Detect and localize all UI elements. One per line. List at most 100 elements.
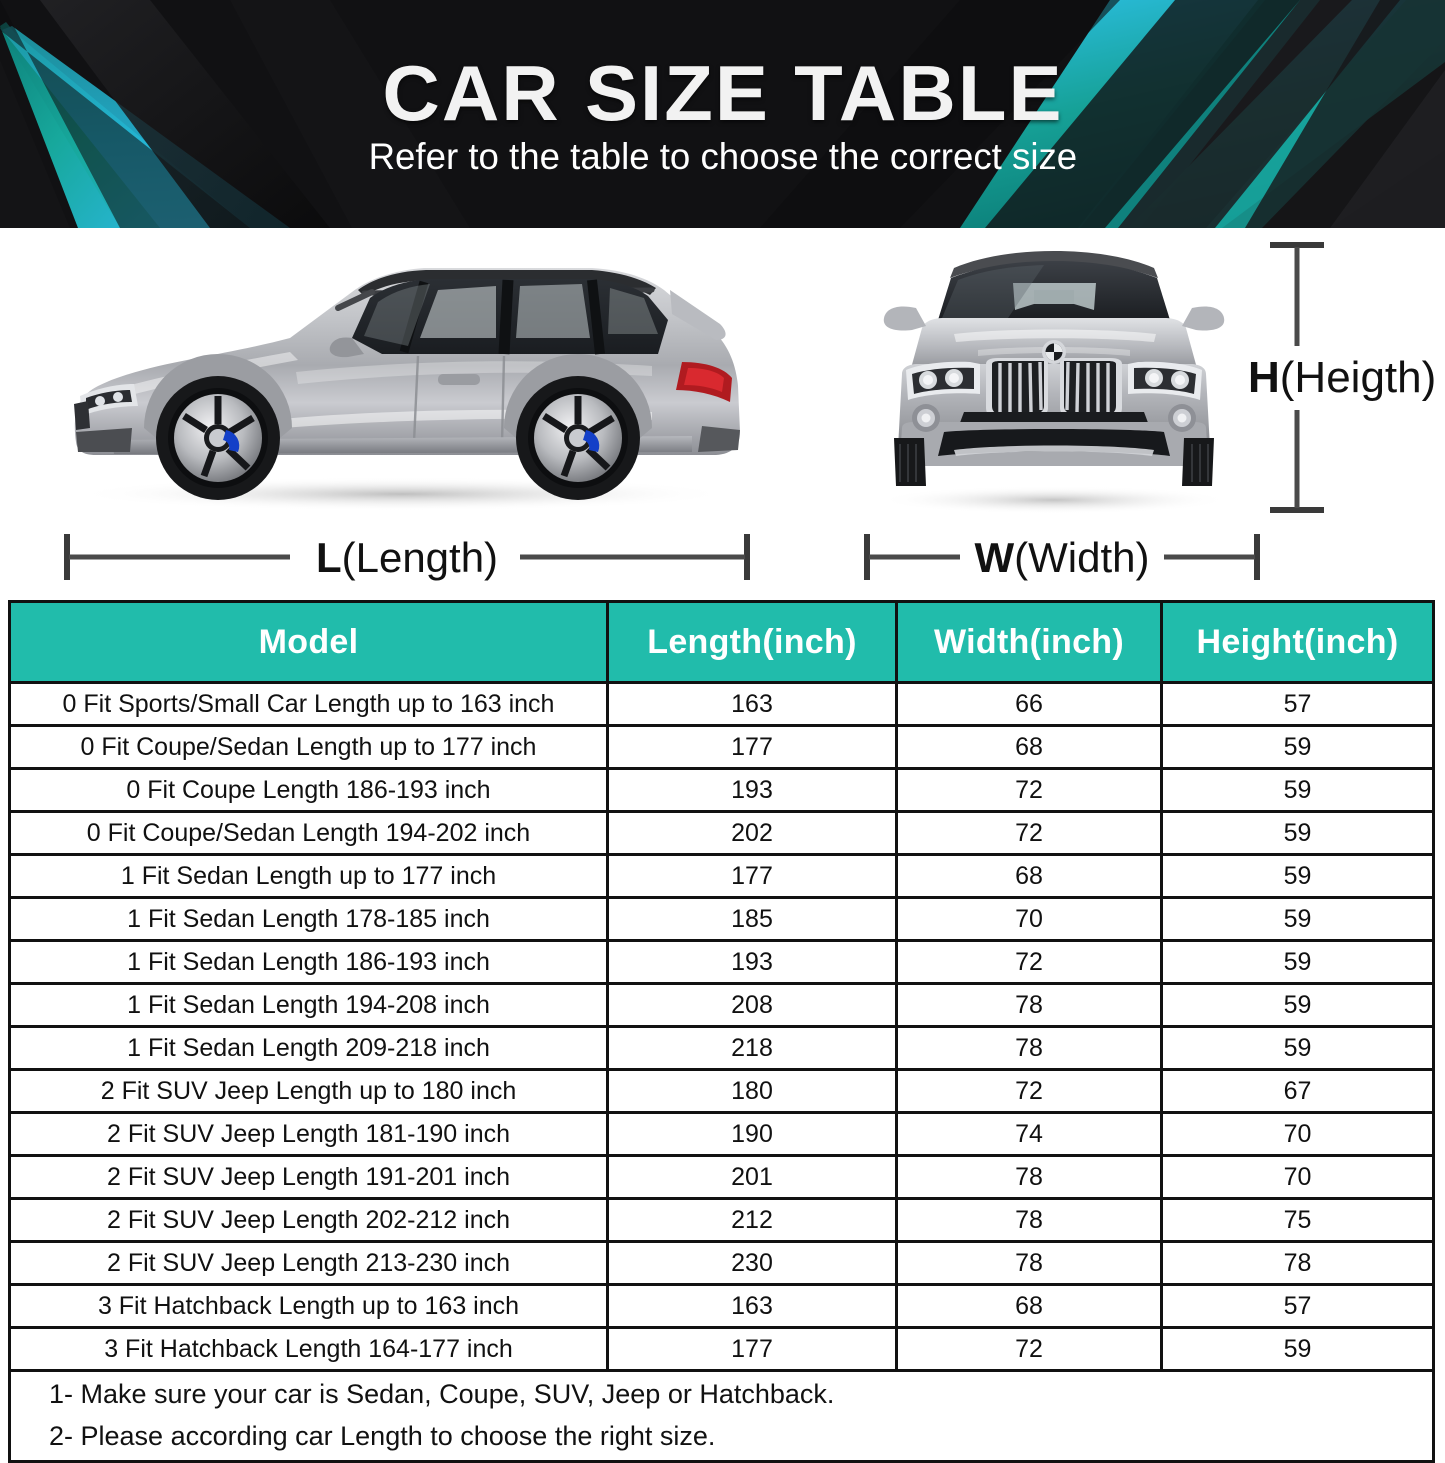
table-row: 2 Fit SUV Jeep Length 181-190 inch 190 74 7… [8, 1111, 1435, 1157]
cell-length: 193 [606, 767, 898, 813]
cell-length: 202 [606, 810, 898, 856]
cell-height: 59 [1160, 810, 1435, 856]
note-line-1: 1- Make sure your car is Sedan, Coupe, S… [49, 1379, 835, 1410]
cell-model: 1 Fit Sedan Length 186-193 inch [8, 939, 609, 985]
table-body: 0 Fit Sports/Small Car Length up to 163 … [8, 681, 1435, 1372]
cell-width: 78 [895, 982, 1163, 1028]
cell-height: 78 [1160, 1240, 1435, 1286]
cell-length: 208 [606, 982, 898, 1028]
cell-model: 0 Fit Coupe/Sedan Length 194-202 inch [8, 810, 609, 856]
cell-width: 72 [895, 810, 1163, 856]
column-header-model: Model [8, 600, 609, 684]
table-row: 2 Fit SUV Jeep Length 213-230 inch 230 78 7… [8, 1240, 1435, 1286]
table-row: 1 Fit Sedan Length up to 177 inch 177 68 59 [8, 853, 1435, 899]
table-row: 0 Fit Sports/Small Car Length up to 163 … [8, 681, 1435, 727]
column-header-height: Height(inch) [1160, 600, 1435, 684]
cell-height: 75 [1160, 1197, 1435, 1243]
cell-height: 59 [1160, 982, 1435, 1028]
page-title: CAR SIZE TABLE [381, 48, 1064, 137]
car-front-view-image [878, 251, 1230, 514]
cell-width: 70 [895, 896, 1163, 942]
cell-width: 72 [895, 1326, 1163, 1372]
table-row: 2 Fit SUV Jeep Length 202-212 inch 212 78 7… [8, 1197, 1435, 1243]
cell-length: 185 [606, 896, 898, 942]
note-line-2: 2- Please according car Length to choose… [49, 1421, 716, 1451]
cell-height: 59 [1160, 853, 1435, 899]
width-label: W(Width) [975, 534, 1150, 581]
cell-model: 2 Fit SUV Jeep Length 181-190 inch [8, 1111, 609, 1157]
cell-width: 68 [895, 1283, 1163, 1329]
table-row: 1 Fit Sedan Length 186-193 inch 193 72 59 [8, 939, 1435, 985]
cell-height: 67 [1160, 1068, 1435, 1114]
cell-length: 177 [606, 853, 898, 899]
car-size-table-container: Model Length(inch) Width(inch) Height(in… [8, 600, 1435, 1463]
cell-height: 70 [1160, 1154, 1435, 1200]
page-subtitle: Refer to the table to choose the correct… [368, 135, 1077, 177]
cell-height: 57 [1160, 681, 1435, 727]
table-notes-cell: 1- Make sure your car is Sedan, Coupe, S… [8, 1369, 1435, 1463]
height-dimension-indicator: H(Heigth) [1248, 242, 1436, 513]
cell-length: 177 [606, 724, 898, 770]
cell-model: 3 Fit Hatchback Length 164-177 inch [8, 1326, 609, 1372]
table-row: 1 Fit Sedan Length 209-218 inch 218 78 59 [8, 1025, 1435, 1071]
cell-width: 78 [895, 1025, 1163, 1071]
table-row: 2 Fit SUV Jeep Length 191-201 inch 201 78 7… [8, 1154, 1435, 1200]
table-header-row: Model Length(inch) Width(inch) Height(in… [8, 600, 1435, 684]
cell-width: 78 [895, 1240, 1163, 1286]
illustration-band: L(Length) W(Width) H(Heigth) [0, 228, 1445, 600]
banner-background-graphic [0, 0, 1445, 228]
cell-length: 163 [606, 681, 898, 727]
table-row: 0 Fit Coupe/Sedan Length up to 177 inch 1… [8, 724, 1435, 770]
cell-length: 212 [606, 1197, 898, 1243]
cell-model: 2 Fit SUV Jeep Length 213-230 inch [8, 1240, 609, 1286]
cell-width: 78 [895, 1197, 1163, 1243]
cell-model: 1 Fit Sedan Length 178-185 inch [8, 896, 609, 942]
table-row: 3 Fit Hatchback Length 164-177 inch 177 72… [8, 1326, 1435, 1372]
length-dimension-indicator: L(Length) [64, 534, 750, 581]
cell-length: 193 [606, 939, 898, 985]
cell-model: 2 Fit SUV Jeep Length up to 180 inch [8, 1068, 609, 1114]
cell-height: 70 [1160, 1111, 1435, 1157]
cell-height: 59 [1160, 767, 1435, 813]
cell-width: 78 [895, 1154, 1163, 1200]
length-label: L(Length) [316, 534, 498, 581]
cell-model: 2 Fit SUV Jeep Length 191-201 inch [8, 1154, 609, 1200]
cell-height: 59 [1160, 1025, 1435, 1071]
car-side-view-image [72, 268, 741, 511]
cell-model: 2 Fit SUV Jeep Length 202-212 inch [8, 1197, 609, 1243]
cell-width: 72 [895, 767, 1163, 813]
header-banner: CAR SIZE TABLE Refer to the table to cho… [0, 0, 1445, 228]
cell-height: 59 [1160, 939, 1435, 985]
cell-model: 1 Fit Sedan Length 194-208 inch [8, 982, 609, 1028]
cell-length: 230 [606, 1240, 898, 1286]
column-header-length: Length(inch) [606, 600, 898, 684]
cell-height: 59 [1160, 896, 1435, 942]
cell-model: 0 Fit Sports/Small Car Length up to 163 … [8, 681, 609, 727]
table-row: 1 Fit Sedan Length 178-185 inch 185 70 59 [8, 896, 1435, 942]
cell-height: 59 [1160, 724, 1435, 770]
cell-width: 68 [895, 724, 1163, 770]
table-row: 0 Fit Coupe Length 186-193 inch 193 72 59 [8, 767, 1435, 813]
car-size-table: Model Length(inch) Width(inch) Height(in… [8, 600, 1435, 1463]
cell-width: 72 [895, 1068, 1163, 1114]
table-row: 3 Fit Hatchback Length up to 163 inch 163… [8, 1283, 1435, 1329]
cell-model: 0 Fit Coupe Length 186-193 inch [8, 767, 609, 813]
cell-length: 163 [606, 1283, 898, 1329]
table-notes-row: 1- Make sure your car is Sedan, Coupe, S… [8, 1369, 1435, 1463]
width-dimension-indicator: W(Width) [864, 534, 1260, 581]
table-row: 2 Fit SUV Jeep Length up to 180 inch 180 7… [8, 1068, 1435, 1114]
cell-height: 59 [1160, 1326, 1435, 1372]
cell-height: 57 [1160, 1283, 1435, 1329]
cell-model: 3 Fit Hatchback Length up to 163 inch [8, 1283, 609, 1329]
cell-width: 74 [895, 1111, 1163, 1157]
cell-model: 1 Fit Sedan Length up to 177 inch [8, 853, 609, 899]
table-row: 0 Fit Coupe/Sedan Length 194-202 inch 202… [8, 810, 1435, 856]
column-header-width: Width(inch) [895, 600, 1163, 684]
height-label: H(Heigth) [1248, 353, 1436, 402]
cell-length: 190 [606, 1111, 898, 1157]
cell-length: 177 [606, 1326, 898, 1372]
cell-model: 0 Fit Coupe/Sedan Length up to 177 inch [8, 724, 609, 770]
cell-length: 218 [606, 1025, 898, 1071]
table-row: 1 Fit Sedan Length 194-208 inch 208 78 59 [8, 982, 1435, 1028]
cell-length: 201 [606, 1154, 898, 1200]
